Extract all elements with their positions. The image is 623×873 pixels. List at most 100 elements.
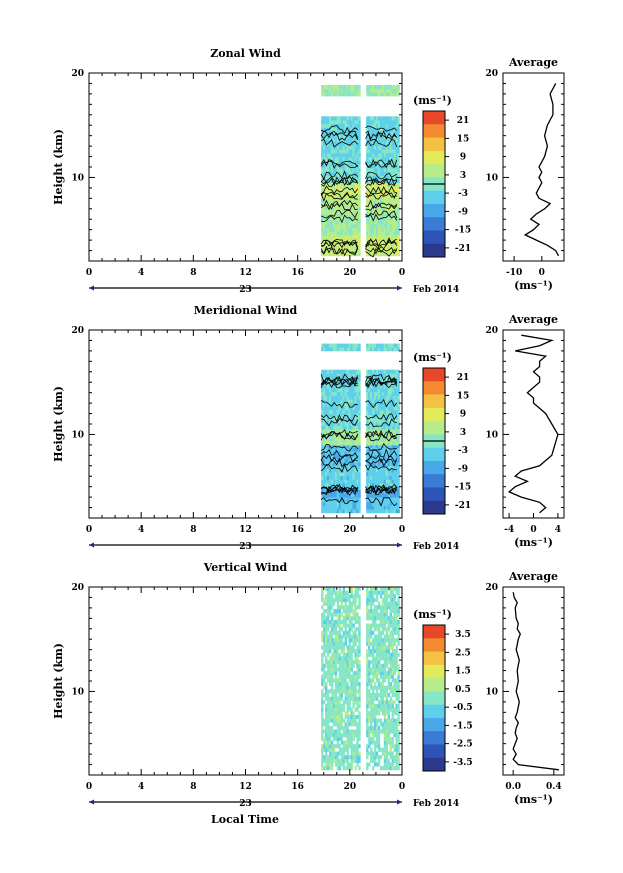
heatmap-cell bbox=[348, 509, 351, 514]
heatmap-cell bbox=[334, 649, 338, 654]
heatmap-cell bbox=[344, 216, 347, 221]
heatmap-cell bbox=[383, 164, 387, 169]
heatmap-cell bbox=[373, 744, 377, 749]
heatmap-cell bbox=[395, 152, 398, 157]
heatmap-cell bbox=[342, 406, 346, 411]
heatmap-cell bbox=[354, 498, 357, 503]
heatmap-cell bbox=[387, 369, 391, 374]
heatmap-cell bbox=[366, 707, 369, 712]
heatmap-cell bbox=[350, 141, 353, 146]
heatmap-cell bbox=[325, 369, 328, 374]
heatmap-cell bbox=[352, 171, 355, 176]
heatmap-cell bbox=[366, 627, 369, 632]
heatmap-cell bbox=[325, 223, 328, 228]
heatmap-cell bbox=[373, 391, 377, 396]
heatmap-cell bbox=[393, 141, 396, 146]
heatmap-cell bbox=[397, 630, 400, 635]
heatmap-cell bbox=[354, 649, 357, 654]
heatmap-cell bbox=[332, 479, 336, 484]
heatmap-cell bbox=[350, 486, 353, 491]
heatmap-cell bbox=[344, 722, 347, 727]
heatmap-cell bbox=[377, 612, 381, 617]
heatmap-cell bbox=[346, 751, 349, 756]
heatmap-cell bbox=[370, 505, 373, 510]
heatmap-cell bbox=[325, 616, 328, 621]
heatmap-cell bbox=[383, 152, 387, 157]
heatmap-cell bbox=[383, 384, 387, 389]
heatmap-cell bbox=[332, 660, 336, 665]
heatmap-cell bbox=[397, 369, 400, 374]
heatmap-cell bbox=[372, 755, 375, 760]
heatmap-cell bbox=[352, 391, 355, 396]
heatmap-cell bbox=[327, 660, 330, 665]
heatmap-cell bbox=[379, 373, 383, 378]
heatmap-cell bbox=[348, 707, 351, 712]
heatmap-cell bbox=[381, 227, 385, 232]
heatmap-cell bbox=[328, 462, 332, 467]
heatmap-cell bbox=[344, 656, 347, 661]
heatmap-cell bbox=[379, 85, 383, 90]
heatmap-cell bbox=[358, 674, 361, 679]
heatmap-cell bbox=[327, 744, 330, 749]
heatmap-cell bbox=[332, 241, 336, 246]
heatmap-cell bbox=[338, 501, 342, 506]
heatmap-cell bbox=[383, 619, 387, 624]
heatmap-cell bbox=[325, 634, 328, 639]
heatmap-cell bbox=[323, 244, 326, 249]
heatmap-cell bbox=[350, 391, 353, 396]
heatmap-cell bbox=[340, 685, 344, 690]
heatmap-cell bbox=[342, 130, 346, 136]
heatmap-cell bbox=[397, 733, 400, 738]
heatmap-cell bbox=[385, 685, 389, 690]
heatmap-cell bbox=[375, 227, 379, 232]
heatmap-cell bbox=[332, 693, 336, 698]
heatmap-cell bbox=[328, 252, 332, 257]
heatmap-cell bbox=[340, 472, 344, 477]
heatmap-cell bbox=[348, 380, 351, 385]
heatmap-cell bbox=[383, 347, 387, 352]
heatmap-cell bbox=[358, 744, 361, 749]
heatmap-cell bbox=[350, 88, 353, 93]
heatmap-cell bbox=[379, 227, 383, 232]
heatmap-cell bbox=[321, 347, 324, 352]
heatmap-cell bbox=[346, 483, 349, 488]
heatmap-cell bbox=[334, 220, 338, 225]
heatmap-cell bbox=[358, 443, 361, 448]
heatmap-cell bbox=[381, 120, 385, 125]
heatmap-cell bbox=[328, 88, 332, 93]
heatmap-cell bbox=[385, 755, 389, 760]
colorbar-segment bbox=[423, 500, 445, 515]
heatmap-cell bbox=[325, 674, 328, 679]
heatmap-cell bbox=[379, 183, 383, 188]
heatmap-cell bbox=[352, 237, 355, 242]
heatmap-cell bbox=[389, 612, 392, 617]
heatmap-cell bbox=[395, 183, 398, 188]
heatmap-cell bbox=[372, 656, 375, 661]
heatmap-cell bbox=[350, 451, 353, 456]
heatmap-cell bbox=[370, 141, 373, 146]
heatmap-cell bbox=[348, 206, 351, 211]
heatmap-cell bbox=[375, 421, 379, 426]
heatmap-cell bbox=[368, 398, 371, 403]
heatmap-cell bbox=[336, 168, 340, 173]
heatmap-cell bbox=[389, 152, 392, 157]
heatmap-cell bbox=[383, 123, 387, 128]
heatmap-cell bbox=[393, 220, 396, 225]
x-tick-label: 20 bbox=[344, 525, 357, 535]
heatmap-cell bbox=[385, 369, 389, 374]
heatmap-cell bbox=[327, 641, 330, 646]
heatmap-cell bbox=[366, 347, 369, 352]
heatmap-cell bbox=[336, 619, 340, 624]
heatmap-cell bbox=[368, 464, 371, 469]
heatmap-cell bbox=[328, 138, 332, 143]
heatmap-cell bbox=[375, 175, 379, 180]
heatmap-cell bbox=[373, 493, 377, 498]
heatmap-cell bbox=[373, 175, 377, 180]
heatmap-cell bbox=[344, 220, 347, 225]
heatmap-cell bbox=[370, 233, 373, 238]
heatmap-cell bbox=[348, 171, 351, 176]
heatmap-cell bbox=[354, 472, 357, 477]
heatmap-cell bbox=[334, 472, 338, 477]
heatmap-cell bbox=[366, 227, 369, 232]
heatmap-cell bbox=[344, 347, 347, 352]
